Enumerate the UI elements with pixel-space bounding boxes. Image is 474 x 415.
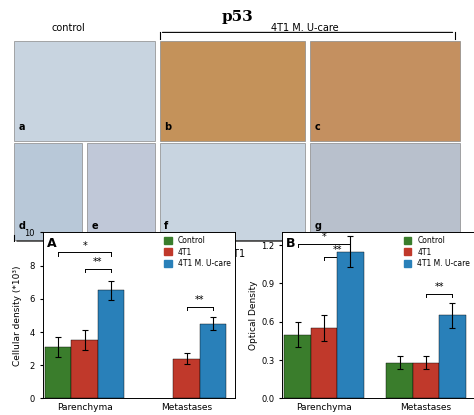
Text: *: * xyxy=(82,241,87,251)
Bar xyxy=(386,363,413,398)
Text: f: f xyxy=(164,221,168,231)
Text: **: ** xyxy=(332,245,342,255)
Legend: Control, 4T1, 4T1 M. U-care: Control, 4T1, 4T1 M. U-care xyxy=(403,236,470,268)
Bar xyxy=(413,363,439,398)
Y-axis label: Optical Density: Optical Density xyxy=(249,281,258,350)
Bar xyxy=(173,359,200,398)
Text: e: e xyxy=(91,221,98,231)
Text: d: d xyxy=(18,221,26,231)
Bar xyxy=(439,315,465,398)
Text: **: ** xyxy=(195,295,205,305)
Text: **: ** xyxy=(435,282,444,292)
Bar xyxy=(160,143,305,240)
Bar xyxy=(160,42,305,141)
Text: 4T1 M. U-care: 4T1 M. U-care xyxy=(272,23,339,33)
Bar xyxy=(72,340,98,398)
Text: **: ** xyxy=(93,257,102,267)
Bar xyxy=(311,328,337,398)
Legend: Control, 4T1, 4T1 M. U-care: Control, 4T1, 4T1 M. U-care xyxy=(164,236,231,268)
Text: 4T1: 4T1 xyxy=(228,249,246,259)
Bar xyxy=(200,324,226,398)
Bar xyxy=(284,334,311,398)
Text: control: control xyxy=(52,23,85,33)
Bar xyxy=(98,290,124,398)
Bar xyxy=(14,143,82,240)
Bar xyxy=(310,143,460,240)
Bar xyxy=(87,143,155,240)
Text: c: c xyxy=(314,122,320,132)
Text: a: a xyxy=(18,122,25,132)
Text: *: * xyxy=(322,232,327,242)
Text: B: B xyxy=(286,237,295,250)
Y-axis label: Cellular density (*10³): Cellular density (*10³) xyxy=(13,265,22,366)
Text: A: A xyxy=(46,237,56,250)
Text: p53: p53 xyxy=(221,10,253,24)
Text: g: g xyxy=(314,221,321,231)
Text: b: b xyxy=(164,122,171,132)
Bar xyxy=(310,42,460,141)
Bar xyxy=(45,347,72,398)
Bar xyxy=(14,42,155,141)
Bar xyxy=(337,251,364,398)
